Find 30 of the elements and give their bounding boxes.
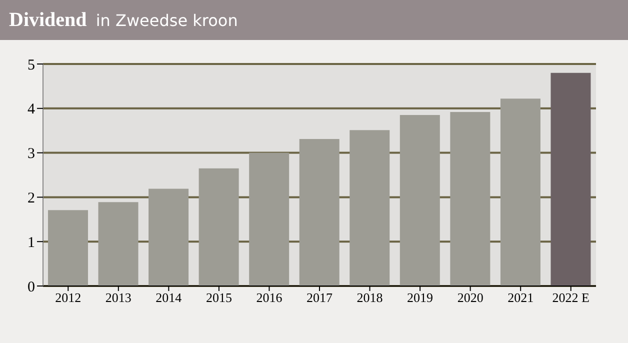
bar: [48, 210, 88, 286]
bar: [98, 202, 138, 286]
bar: [249, 152, 290, 286]
bar: [299, 139, 340, 286]
y-tick-label: 3: [28, 146, 35, 162]
x-tick-label: 2020: [457, 290, 484, 306]
x-tick-label: 2019: [407, 290, 434, 306]
bar: [198, 168, 239, 286]
y-tick-label: 5: [28, 57, 35, 74]
chart-subtitle: in Zweedse kroon: [96, 10, 238, 30]
y-tick-label: 0: [28, 279, 35, 296]
x-tick-label: 2014: [156, 290, 182, 306]
x-tick-label: 2021: [508, 290, 534, 306]
y-tick-label: 4: [28, 102, 36, 118]
bar: [500, 98, 540, 286]
bar: [450, 112, 490, 286]
x-tick-label: 2018: [356, 290, 383, 306]
x-tick-label: 2015: [206, 290, 232, 306]
bar: [400, 115, 440, 286]
x-tick-label: 2016: [256, 290, 283, 306]
y-tick-label: 2: [28, 190, 35, 207]
bar: [350, 130, 390, 286]
x-tick-label: 2012: [55, 290, 82, 306]
x-tick-label: 2013: [105, 290, 132, 306]
chart-title: Dividend: [9, 8, 87, 32]
bar: [148, 188, 189, 286]
x-tick-label: 2022 E: [552, 290, 590, 306]
y-tick-label: 1: [28, 234, 35, 251]
bar: [550, 72, 591, 286]
x-tick-label: 2017: [306, 290, 333, 306]
